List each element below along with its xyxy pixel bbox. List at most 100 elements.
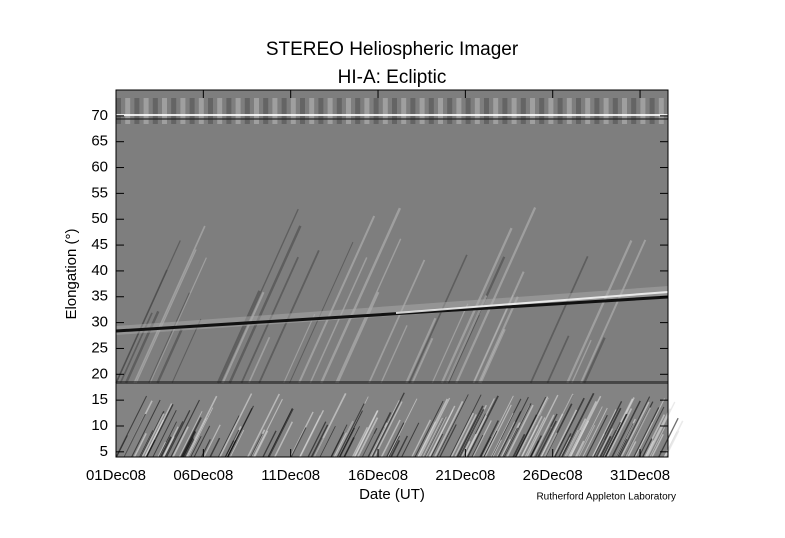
streak — [388, 435, 400, 458]
streak — [144, 419, 165, 458]
streak — [221, 291, 265, 384]
streak — [283, 313, 316, 384]
top-artifact — [327, 98, 333, 124]
streak — [219, 393, 253, 458]
streak — [133, 225, 206, 384]
top-artifact — [640, 98, 646, 124]
streak — [336, 291, 380, 384]
top-artifact — [576, 98, 581, 124]
streak — [411, 419, 431, 458]
streak — [466, 395, 499, 458]
y-tick-label: 50 — [91, 210, 108, 227]
top-artifact — [217, 98, 223, 124]
top-artifact — [152, 98, 158, 124]
top-artifact — [290, 98, 296, 124]
streak — [274, 421, 294, 458]
streak — [224, 429, 240, 458]
streak — [606, 408, 633, 458]
streak — [604, 413, 628, 458]
streak — [520, 415, 543, 458]
streak — [185, 395, 218, 458]
streak — [593, 401, 623, 458]
streak — [642, 438, 653, 458]
y-tick-label: 35 — [91, 288, 108, 305]
streak — [540, 413, 564, 458]
streak — [516, 396, 549, 458]
streak — [482, 395, 514, 458]
streak — [390, 439, 401, 458]
streak — [193, 425, 211, 458]
streak — [164, 421, 184, 458]
streak — [585, 414, 608, 458]
x-tick-label: 06Dec08 — [173, 467, 233, 484]
streak — [455, 207, 537, 384]
streak — [248, 336, 271, 384]
top-artifact — [392, 98, 397, 124]
top-artifact — [162, 98, 167, 124]
top-artifact — [410, 98, 416, 124]
streak — [532, 414, 555, 458]
streak — [307, 421, 327, 458]
streak — [353, 410, 379, 458]
streak — [262, 430, 277, 458]
streak — [411, 337, 434, 384]
streak — [503, 403, 532, 458]
streak — [339, 427, 356, 458]
top-artifact — [530, 98, 535, 124]
streak — [529, 255, 589, 384]
x-tick-label: 01Dec08 — [86, 467, 146, 484]
top-artifact — [143, 98, 149, 124]
streak — [217, 415, 240, 458]
streak — [160, 436, 172, 458]
streak — [184, 439, 195, 458]
streak — [309, 257, 368, 384]
streak — [368, 259, 426, 384]
y-tick-label: 65 — [91, 133, 108, 150]
streak — [459, 408, 485, 458]
streak — [351, 426, 368, 458]
streak — [422, 417, 443, 458]
streak — [558, 433, 572, 458]
streak — [543, 432, 558, 458]
streak — [367, 411, 392, 458]
y-tick-label: 15 — [91, 391, 108, 408]
streak — [604, 413, 627, 458]
y-tick-label: 55 — [91, 184, 108, 201]
top-artifact — [612, 98, 618, 124]
streak — [649, 427, 666, 458]
top-artifact — [254, 98, 259, 124]
streak — [490, 412, 514, 458]
streak — [546, 335, 570, 384]
chart-subtitle: HI-A: Ecliptic — [338, 67, 447, 88]
streak — [123, 413, 147, 458]
streak — [330, 424, 348, 458]
streak — [602, 421, 621, 458]
y-axis-label: Elongation (°) — [63, 228, 80, 319]
streak — [634, 421, 653, 458]
streak — [465, 415, 488, 458]
streak — [408, 254, 468, 384]
streak — [514, 414, 538, 458]
streak — [627, 441, 637, 458]
streak — [313, 392, 347, 458]
top-artifact — [474, 98, 480, 124]
top-artifact — [465, 98, 471, 124]
top-artifact — [263, 98, 269, 124]
streak — [116, 435, 128, 458]
streak — [491, 398, 522, 458]
y-tick-label: 10 — [91, 417, 108, 434]
streak — [334, 420, 354, 458]
top-artifact — [484, 98, 489, 124]
streak — [571, 339, 592, 384]
streak — [446, 295, 488, 384]
top-artifact — [539, 98, 545, 124]
streak — [157, 441, 166, 458]
top-artifact — [511, 98, 517, 124]
streak — [417, 398, 449, 458]
top-artifact — [658, 98, 664, 124]
streak — [448, 314, 480, 384]
streak — [172, 426, 189, 458]
streak — [149, 257, 207, 384]
streak — [145, 403, 174, 458]
